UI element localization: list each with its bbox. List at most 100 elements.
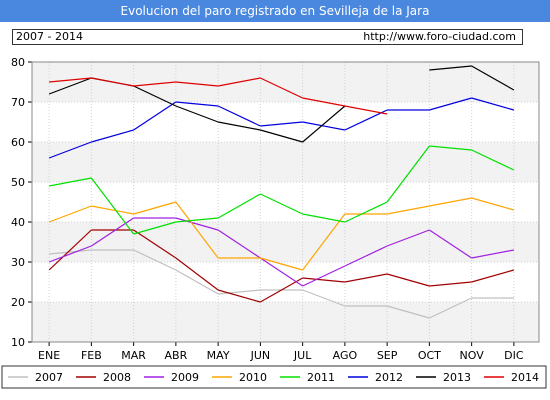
legend-label-2007: 2007 [35, 371, 63, 384]
series-2012-segment [344, 109, 388, 131]
series-2008-segment [386, 273, 430, 287]
series-2009-segment [260, 257, 303, 287]
series-2007-segment [175, 269, 219, 295]
x-tick-label: JUN [250, 349, 271, 362]
series-2011-segment [49, 177, 92, 187]
series-2009-segment [302, 265, 346, 287]
series-2007-segment [49, 249, 92, 255]
series-2014-segment [175, 81, 219, 87]
legend-label-2008: 2008 [103, 371, 131, 384]
x-tick-label: OCT [418, 349, 441, 362]
y-tick-label: 50 [11, 176, 25, 189]
series-2009-segment [386, 229, 430, 247]
series-2013-segment [175, 105, 219, 123]
series-2011-segment [386, 145, 430, 203]
series-2014-segment [49, 77, 92, 83]
series-2008-segment [302, 277, 345, 283]
y-tick-label: 70 [11, 96, 25, 109]
series-2012-segment [302, 121, 345, 131]
series-2011-segment [302, 213, 345, 223]
series-2008-segment [175, 257, 219, 291]
legend-label-2012: 2012 [375, 371, 403, 384]
y-tick-label: 40 [11, 216, 25, 229]
y-tick-label: 30 [11, 256, 25, 269]
series-2013-segment [471, 65, 515, 91]
series-2007-segment [218, 289, 261, 295]
series-2013-segment [133, 85, 177, 107]
series-2014-segment [302, 97, 345, 107]
x-tick-label: MAY [207, 349, 230, 362]
plot-band [32, 142, 539, 182]
series-2014-segment [344, 105, 388, 115]
legend-label-2009: 2009 [171, 371, 199, 384]
plot-background [32, 62, 539, 342]
series-2014-segment [133, 81, 176, 87]
series-2011-segment [175, 217, 219, 223]
y-tick-label: 20 [11, 296, 25, 309]
x-tick-label: AGO [333, 349, 358, 362]
series-2008-segment [217, 289, 261, 303]
series-2007-segment [302, 289, 346, 307]
series-2012-segment [471, 97, 515, 111]
series-2010-segment [387, 205, 430, 215]
series-2014-segment [260, 77, 303, 99]
series-2009-segment [344, 245, 388, 267]
series-2012 [48, 97, 515, 159]
series-2007-segment [429, 297, 472, 319]
series-2008-segment [48, 229, 92, 271]
series-2009-segment [48, 245, 92, 263]
legend-label-2010: 2010 [239, 371, 267, 384]
series-2011-segment [133, 221, 177, 235]
series-2010-segment [471, 197, 515, 211]
series-2008-segment [344, 273, 388, 283]
series-2008-segment [429, 281, 472, 287]
series-2014-segment [91, 77, 134, 87]
info-box: 2007 - 2014 http://www.foro-ciudad.com [12, 29, 523, 45]
series-2009 [48, 217, 514, 287]
series-2010-segment [429, 197, 472, 207]
series-2013-segment [48, 77, 92, 95]
x-tick-label: NOV [460, 349, 485, 362]
series-2010 [48, 197, 515, 271]
x-tick-label: JUL [293, 349, 312, 362]
series-2013-segment [302, 105, 346, 143]
series-2011-segment [90, 177, 135, 235]
series-2011-segment [429, 145, 472, 151]
series-2009-segment [471, 249, 514, 259]
series-2013-segment [429, 65, 472, 71]
x-tick-label: ENE [38, 349, 60, 362]
legend-label-2014: 2014 [511, 371, 539, 384]
source-url: http://www.foro-ciudad.com [363, 30, 516, 43]
plot-border [31, 61, 540, 343]
series-2009-segment [429, 229, 472, 259]
legend-label-2011: 2011 [307, 371, 335, 384]
y-tick-label: 60 [11, 136, 25, 149]
series-2009-segment [175, 217, 219, 231]
series-2010-segment [91, 205, 134, 215]
x-tick-label: MAR [121, 349, 146, 362]
series-2012-segment [260, 121, 303, 127]
y-tick-label: 10 [11, 336, 25, 349]
series-2007-segment [133, 249, 177, 271]
x-tick-label: FEB [81, 349, 102, 362]
series-2012-segment [91, 129, 134, 143]
x-tick-label: DIC [504, 349, 524, 362]
chart-title: Evolucion del paro registrado en Seville… [0, 0, 550, 22]
legend-label-2013: 2013 [443, 371, 471, 384]
series-2013 [48, 65, 515, 143]
series-2010-segment [302, 213, 346, 271]
series-2014-segment [218, 77, 261, 87]
series-2008-segment [133, 229, 177, 259]
legend-box [1, 365, 547, 389]
series-2010-segment [48, 205, 92, 223]
series-2011 [49, 145, 515, 235]
series-2007-segment [386, 305, 430, 319]
series-2009-segment [91, 217, 134, 247]
x-tick-label: SEP [377, 349, 398, 362]
y-tick-label: 80 [11, 56, 25, 69]
plot-band [32, 302, 539, 342]
series-2010-segment [260, 257, 303, 271]
series-2011-segment [260, 193, 303, 215]
plot-band [32, 222, 539, 262]
